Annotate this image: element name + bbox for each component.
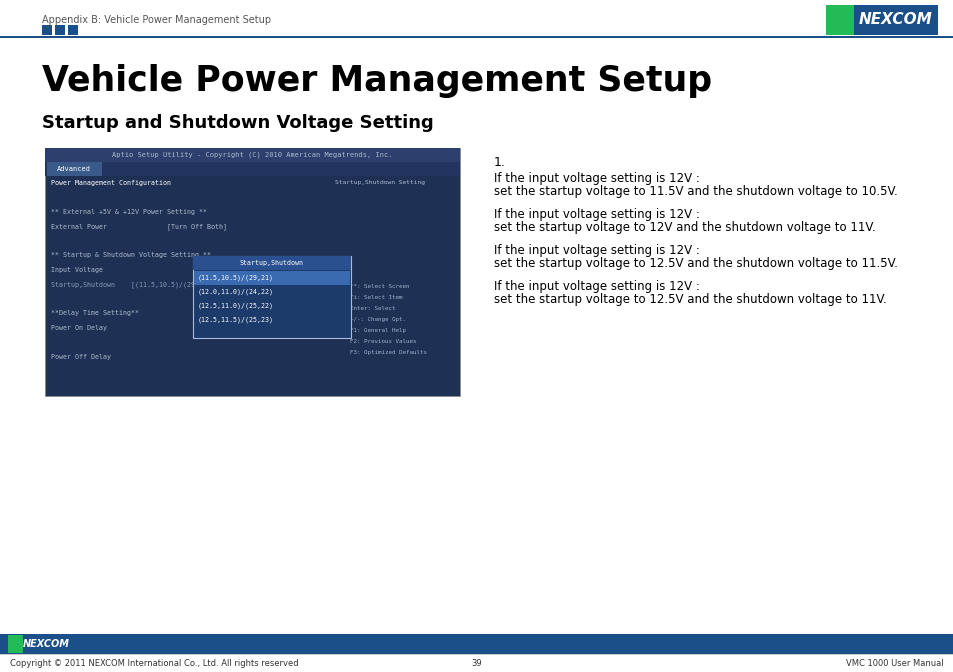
Text: If the input voltage setting is 12V :: If the input voltage setting is 12V : [494,244,700,257]
Text: 39: 39 [471,659,482,667]
Bar [8,635,24,653]
Text: Startup,Shutdown    [(11.5,10.5)/(29,21)]: Startup,Shutdown [(11.5,10.5)/(29,21)] [51,282,214,288]
Text: VMC 1000 User Manual: VMC 1000 User Manual [845,659,943,667]
Text: **: Select Screen: **: Select Screen [350,284,409,289]
Bar [42,25,52,35]
Bar [193,256,351,338]
Bar [24,635,70,653]
Text: NEXCOM: NEXCOM [23,639,71,649]
Text: Power On Delay: Power On Delay [51,325,107,331]
Bar [68,25,78,35]
Text: Vehicle Power Management Setup: Vehicle Power Management Setup [42,64,711,98]
Bar [45,162,459,176]
Text: ** Startup & Shutdown Voltage Setting **: ** Startup & Shutdown Voltage Setting ** [51,253,211,259]
Bar [853,5,937,35]
Text: set the startup voltage to 11.5V and the shutdown voltage to 10.5V.: set the startup voltage to 11.5V and the… [494,185,897,198]
Bar [193,271,350,285]
Text: (12.0,11.0)/(24,22): (12.0,11.0)/(24,22) [198,289,274,295]
Text: Enter: Select: Enter: Select [350,306,395,311]
Bar [45,148,459,396]
Text: **Delay Time Setting**: **Delay Time Setting** [51,310,139,317]
Text: 1.: 1. [494,156,505,169]
Text: Appendix B: Vehicle Power Management Setup: Appendix B: Vehicle Power Management Set… [42,15,271,25]
Text: Startup,Shutdown Setting: Startup,Shutdown Setting [335,180,424,185]
Bar [0,634,953,654]
Bar [55,25,65,35]
Text: set the startup voltage to 12.5V and the shutdown voltage to 11V.: set the startup voltage to 12.5V and the… [494,293,886,306]
Text: ** External +5V & +12V Power Setting **: ** External +5V & +12V Power Setting ** [51,209,207,215]
Text: If the input voltage setting is 12V :: If the input voltage setting is 12V : [494,172,700,185]
Text: F2: Previous Values: F2: Previous Values [350,339,416,344]
Text: Startup and Shutdown Voltage Setting: Startup and Shutdown Voltage Setting [42,114,434,132]
Bar [45,148,459,162]
Text: F3: Optimized Defaults: F3: Optimized Defaults [350,350,427,355]
Bar [47,162,102,176]
Text: F1: General Help: F1: General Help [350,328,406,333]
Text: Startup,Shutdown: Startup,Shutdown [240,260,304,266]
Text: Power Off Delay: Power Off Delay [51,354,111,360]
Text: set the startup voltage to 12V and the shutdown voltage to 11V.: set the startup voltage to 12V and the s… [494,221,875,234]
Bar [193,256,351,270]
Bar [0,36,953,38]
Text: Copyright © 2011 NEXCOM International Co., Ltd. All rights reserved: Copyright © 2011 NEXCOM International Co… [10,659,298,667]
Text: NEXCOM: NEXCOM [859,13,932,28]
Text: If the input voltage setting is 12V :: If the input voltage setting is 12V : [494,208,700,221]
Text: Aptio Setup Utility - Copyright (C) 2010 American Megatrends, Inc.: Aptio Setup Utility - Copyright (C) 2010… [112,152,393,158]
Text: +/-: Change Opt.: +/-: Change Opt. [350,317,406,322]
Text: Ti: Select Item: Ti: Select Item [350,295,402,300]
Text: set the startup voltage to 12.5V and the shutdown voltage to 11.5V.: set the startup voltage to 12.5V and the… [494,257,897,270]
Bar [825,5,853,35]
Text: External Power               [Turn Off Both]: External Power [Turn Off Both] [51,224,227,230]
Text: (11.5,10.5)/(29,21): (11.5,10.5)/(29,21) [198,275,274,282]
Bar [0,654,953,672]
Text: If the input voltage setting is 12V :: If the input voltage setting is 12V : [494,280,700,293]
Text: (12.5,11.5)/(25,23): (12.5,11.5)/(25,23) [198,317,274,323]
Text: Advanced: Advanced [57,166,91,172]
Text: (12.5,11.0)/(25,22): (12.5,11.0)/(25,22) [198,303,274,309]
Text: Power Management Configuration: Power Management Configuration [51,180,171,186]
Text: Input Voltage                        12 V: Input Voltage 12 V [51,267,214,273]
